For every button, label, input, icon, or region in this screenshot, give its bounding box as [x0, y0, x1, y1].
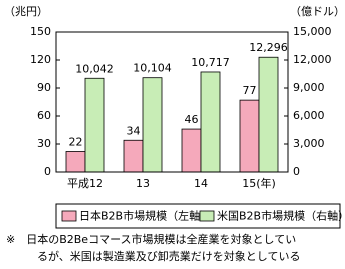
note-line: るが、米国は製造業及び卸売業だけを対象としている: [37, 249, 300, 263]
y-unit: （兆円）: [4, 5, 48, 18]
plot-frame: [55, 31, 289, 173]
y2-tick-label: 0: [293, 165, 300, 178]
x-tick-label: 15(年): [242, 176, 276, 190]
x-tick-label: 平成12: [67, 177, 103, 190]
y2-unit: （億ドル）: [290, 5, 345, 18]
y2-tick-label: 6,000: [293, 109, 325, 122]
value-label: 10,042: [75, 62, 114, 75]
y-tick-label: 60: [37, 109, 51, 122]
value-label: 46: [185, 113, 199, 126]
bar: [142, 77, 163, 173]
legend-swatch: [199, 210, 215, 222]
y-tick-label: 150: [30, 25, 51, 38]
bar: [65, 151, 86, 173]
value-label: 22: [69, 135, 83, 148]
bar: [200, 71, 221, 173]
legend-box: [55, 203, 341, 229]
bar: [258, 56, 279, 173]
value-label: 12,296: [249, 41, 288, 54]
y2-tick-label: 9,000: [293, 81, 325, 94]
legend-swatch: [61, 210, 77, 222]
bar: [123, 139, 144, 173]
y2-tick-label: 12,000: [293, 53, 332, 66]
y-tick-label: 120: [30, 53, 51, 66]
value-label: 34: [127, 124, 141, 137]
x-tick-label: 13: [136, 177, 150, 190]
bar: [239, 99, 260, 173]
y2-tick-label: 3,000: [293, 137, 325, 150]
x-tick-label: 14: [194, 177, 208, 190]
legend-label: 米国B2B市場規模（右軸）: [217, 209, 345, 223]
y2-tick-label: 15,000: [293, 25, 332, 38]
value-label: 77: [243, 84, 257, 97]
value-label: 10,104: [133, 62, 172, 75]
y-tick-label: 30: [37, 137, 51, 150]
value-label: 10,717: [191, 56, 230, 69]
y-tick-label: 0: [44, 165, 51, 178]
y-tick-label: 90: [37, 81, 51, 94]
note-line: ※ 日本のB2Beコマース市場規模は全産業を対象としてい: [6, 232, 296, 246]
legend-label: 日本B2B市場規模（左軸）: [79, 209, 211, 223]
bar: [84, 77, 105, 173]
bar: [181, 128, 202, 173]
